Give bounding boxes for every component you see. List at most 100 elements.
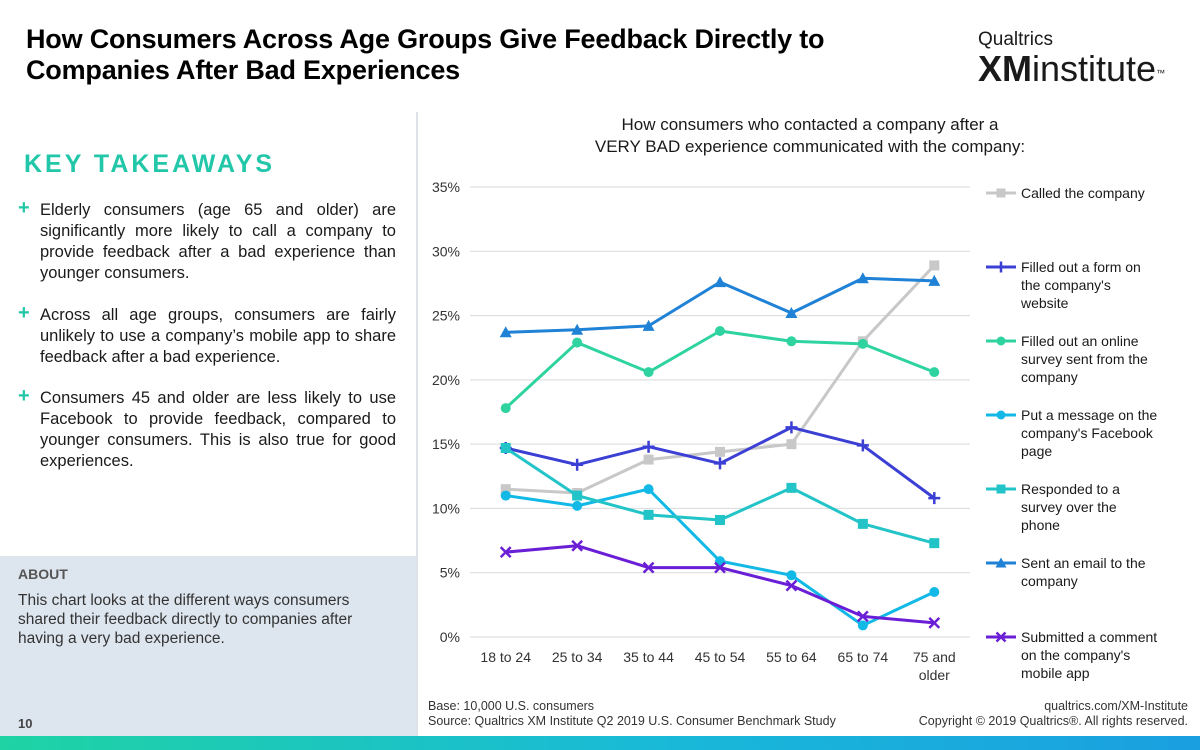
takeaway-text: Elderly consumers (age 65 and older) are… xyxy=(40,201,396,282)
about-title: ABOUT xyxy=(18,566,68,582)
logo-qualtrics-text: Qualtrics xyxy=(978,29,1053,50)
data-point xyxy=(996,410,1006,420)
y-axis-tick-labels: 0% 5% 10% 15% 20% 25% 30% 35% xyxy=(432,179,460,645)
data-point xyxy=(929,367,940,378)
data-point xyxy=(643,509,654,520)
takeaway-text: Consumers 45 and older are less likely t… xyxy=(40,389,396,470)
data-point xyxy=(572,337,583,348)
gridlines xyxy=(470,186,970,638)
chart-footnote: Base: 10,000 U.S. consumers Source: Qual… xyxy=(428,699,836,729)
source-note: Source: Qualtrics XM Institute Q2 2019 U… xyxy=(428,714,836,728)
y-tick-label: 10% xyxy=(432,500,460,516)
data-point xyxy=(715,446,725,457)
bottom-gradient-bar xyxy=(0,736,1200,750)
logo-institute: institute xyxy=(1032,48,1157,89)
legend: Called the company Filled out a form on th… xyxy=(986,185,1157,681)
data-point xyxy=(642,440,655,453)
takeaway-item: + Across all age groups, consumers are f… xyxy=(18,302,396,368)
y-tick-label: 15% xyxy=(432,436,460,452)
legend-item: Sent an email to the company xyxy=(986,555,1146,589)
data-point xyxy=(928,616,941,629)
line-chart: 0% 5% 10% 15% 20% 25% 30% 35% 18 to 24 25 to 34 3… xyxy=(432,179,1157,683)
series-group xyxy=(499,539,941,629)
legend-item: Submitted a comment on the company's mobil… xyxy=(986,629,1157,681)
takeaway-item: + Elderly consumers (age 65 and older) a… xyxy=(18,197,396,284)
base-note: Base: 10,000 U.S. consumers xyxy=(428,699,595,713)
data-point xyxy=(714,457,726,470)
page-title: How Consumers Across Age Groups Give Fee… xyxy=(26,24,825,85)
data-point xyxy=(499,546,512,559)
takeaway-text: Across all age groups, consumers are fai… xyxy=(40,306,396,366)
data-point xyxy=(786,570,797,581)
data-point xyxy=(856,610,869,623)
x-tick-label: 35 to 44 xyxy=(623,649,674,665)
page-number: 10 xyxy=(18,716,33,731)
legend-label: Called the company xyxy=(1021,185,1145,201)
qualtrics-xm-institute-logo: Qualtrics XMinstitute™ xyxy=(978,30,1178,92)
data-point xyxy=(995,557,1007,568)
legend-label: Sent an email to the company xyxy=(1021,555,1146,589)
data-point xyxy=(643,484,654,495)
legend-item: Filled out a form on the company's website xyxy=(986,259,1141,311)
data-point xyxy=(786,439,797,450)
data-point xyxy=(786,336,797,347)
data-point xyxy=(995,631,1007,643)
data-point xyxy=(714,561,726,574)
legend-label: Put a message on the company's Facebook pa… xyxy=(1021,407,1157,459)
copyright-footer: qualtrics.com/XM-Institute Copyright © 2… xyxy=(919,699,1188,729)
data-point xyxy=(714,276,726,288)
data-point xyxy=(996,484,1006,494)
legend-item: Responded to a survey over the phone xyxy=(986,481,1120,533)
legend-label: Responded to a survey over the phone xyxy=(1021,481,1120,533)
x-axis-tick-labels: 18 to 24 25 to 34 35 to 44 45 to 54 55 to 64… xyxy=(480,649,955,683)
data-point xyxy=(785,307,798,318)
chart-title-line-1: How consumers who contacted a company af… xyxy=(621,115,999,134)
data-point xyxy=(929,587,940,597)
chart-title-line-2: VERY BAD experience communicated with th… xyxy=(594,137,1026,156)
legend-item: Put a message on the company's Facebook pa… xyxy=(986,407,1157,459)
x-tick-label: 55 to 64 xyxy=(766,649,817,665)
y-tick-label: 0% xyxy=(440,629,460,645)
data-point xyxy=(643,454,654,465)
legend-label: Filled out a form on the company's website xyxy=(1020,259,1141,311)
plus-icon: + xyxy=(18,302,30,324)
data-point xyxy=(715,326,725,336)
legend-item: Filled out an online survey sent from the… xyxy=(986,333,1148,385)
data-point xyxy=(928,274,941,286)
legend-label: Filled out an online survey sent from the… xyxy=(1021,333,1148,385)
data-point xyxy=(500,490,511,501)
x-tick-label: 65 to 74 xyxy=(838,649,889,665)
data-point xyxy=(856,272,869,284)
data-point xyxy=(642,319,655,331)
data-point xyxy=(996,336,1006,346)
data-point xyxy=(571,323,584,335)
data-point xyxy=(929,260,940,271)
data-point xyxy=(500,403,511,414)
copyright-text: Copyright © 2019 Qualtrics®. All rights … xyxy=(918,714,1188,728)
logo-xm: XM xyxy=(978,48,1032,89)
panel-divider xyxy=(416,112,418,736)
key-takeaways-heading: KEY TAKEAWAYS xyxy=(24,150,276,178)
legend-label: Submitted a comment on the company's mobil… xyxy=(1021,629,1157,681)
data-point xyxy=(571,458,584,471)
x-tick-label: 75 and older xyxy=(913,649,956,683)
data-point xyxy=(715,515,725,525)
legend-item: Called the company xyxy=(986,185,1145,201)
series-group xyxy=(500,484,940,631)
plus-icon: + xyxy=(18,197,30,219)
data-point xyxy=(785,579,798,592)
x-tick-label: 18 to 24 xyxy=(480,649,531,665)
y-tick-label: 25% xyxy=(432,308,460,324)
data-point xyxy=(857,518,868,529)
data-point xyxy=(995,261,1007,273)
about-text: This chart looks at the different ways c… xyxy=(18,592,353,647)
data-point xyxy=(572,490,583,501)
data-point xyxy=(857,620,868,631)
data-point xyxy=(642,561,655,574)
x-tick-label: 45 to 54 xyxy=(695,649,746,665)
data-point xyxy=(856,439,869,452)
x-tick-label: 25 to 34 xyxy=(552,649,603,665)
y-tick-label: 5% xyxy=(440,565,460,581)
data-point xyxy=(643,367,654,378)
logo-trademark: ™ xyxy=(1156,68,1166,78)
